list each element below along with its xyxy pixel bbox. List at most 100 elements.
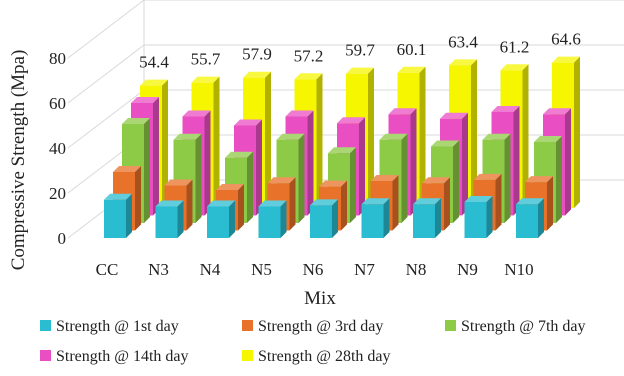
legend-label: Strength @ 28th day: [258, 348, 391, 365]
legend-swatch: [242, 350, 253, 361]
bar-top: [337, 117, 365, 124]
bar-front: [207, 206, 229, 238]
y-axis-title: Compressive Strength (Mpa): [8, 50, 29, 271]
legend-item: Strength @ 14th day: [40, 348, 189, 365]
bar-top: [216, 184, 244, 190]
bar-side: [359, 117, 365, 216]
data-label: 57.9: [242, 45, 272, 64]
bar-top: [294, 73, 323, 80]
bar-side: [565, 108, 571, 216]
bar-side: [522, 64, 529, 208]
bar-side: [350, 147, 356, 223]
bar-top: [267, 177, 296, 184]
bar-side: [162, 79, 168, 208]
bar-top: [258, 200, 287, 207]
bar-side: [471, 59, 477, 208]
x-tick-label: N8: [406, 260, 427, 279]
data-label: 59.7: [345, 41, 375, 60]
gridline-side-3: [67, 44, 145, 104]
bar-front: [155, 206, 178, 238]
bar-front: [413, 204, 435, 238]
bar-s1-N8: [413, 198, 441, 238]
bar-s1-N10: [516, 198, 544, 238]
bar-side: [229, 200, 235, 238]
bar-top: [155, 200, 184, 207]
bar-s1-CC: [104, 193, 132, 238]
bar-top: [173, 133, 202, 140]
legend-item: Strength @ 1st day: [40, 318, 179, 335]
bar-side: [204, 110, 211, 216]
y-axis-ticks: 0 20 40 60 80: [49, 49, 66, 248]
legend-item: Strength @ 7th day: [445, 318, 586, 335]
bar-side: [195, 133, 202, 223]
bar-side: [144, 118, 150, 223]
data-label: 63.4: [448, 32, 478, 51]
bar-top: [310, 199, 338, 206]
bar-top: [276, 133, 305, 140]
bar-side: [213, 76, 220, 208]
bar-side: [495, 173, 502, 231]
legend-swatch: [445, 320, 456, 331]
bar-top: [379, 133, 408, 140]
legend-item: Strength @ 28th day: [242, 348, 391, 365]
x-tick-label: CC: [96, 260, 119, 279]
bar-top: [473, 173, 502, 180]
bar-side: [538, 198, 544, 238]
bar-top: [397, 66, 426, 73]
bar-side: [444, 177, 450, 231]
data-label: 60.1: [397, 40, 427, 59]
y-tick-label: 20: [49, 184, 66, 203]
bar-top: [207, 200, 235, 207]
bar-side: [316, 73, 323, 208]
x-tick-label: N7: [354, 260, 375, 279]
bar-side: [401, 133, 408, 223]
bar-front: [516, 204, 538, 238]
bar-top: [431, 140, 459, 147]
legend-label: Strength @ 3rd day: [258, 318, 383, 335]
bar-side: [177, 200, 184, 238]
bar-top: [388, 108, 417, 115]
legend-label: Strength @ 14th day: [56, 348, 189, 365]
bar-top: [516, 198, 544, 205]
bar-side: [435, 198, 441, 238]
legend-label: Strength @ 1st day: [56, 318, 179, 335]
x-axis-title: Mix: [304, 288, 336, 309]
bar-top: [131, 97, 159, 103]
bar-top: [422, 177, 450, 184]
bar-front: [104, 199, 126, 238]
bar-s1-N4: [207, 200, 235, 238]
bar-side: [126, 193, 132, 238]
legend-item: Strength @ 3rd day: [242, 318, 383, 335]
bar-side: [307, 110, 314, 216]
bar-side: [265, 71, 271, 208]
bar-side: [383, 198, 390, 238]
x-tick-label: N3: [148, 260, 169, 279]
bar-side: [513, 106, 520, 216]
bar-top: [225, 151, 253, 158]
bar-top: [140, 79, 168, 86]
bar-top: [243, 71, 271, 78]
bar-top: [104, 193, 132, 200]
bar-top: [191, 76, 220, 83]
bar-side: [186, 179, 193, 231]
bar-s1-N3: [155, 200, 184, 238]
bar-top: [500, 64, 529, 71]
bar-side: [504, 133, 511, 223]
bar-side: [289, 177, 296, 231]
bar-top: [346, 67, 374, 74]
legend-label: Strength @ 7th day: [461, 318, 586, 335]
bar-top: [552, 56, 580, 63]
y-tick-label: 60: [49, 94, 66, 113]
bar-top: [182, 110, 211, 117]
bar-side: [280, 200, 287, 238]
bar-top: [319, 180, 347, 187]
bar-top: [370, 175, 399, 181]
bar-top: [440, 112, 468, 119]
bar-side: [332, 199, 338, 238]
legend-swatch: [242, 320, 253, 331]
bar-side: [462, 112, 468, 216]
bar-side: [453, 140, 459, 223]
bar-side: [486, 196, 493, 238]
bar-top: [525, 176, 553, 183]
